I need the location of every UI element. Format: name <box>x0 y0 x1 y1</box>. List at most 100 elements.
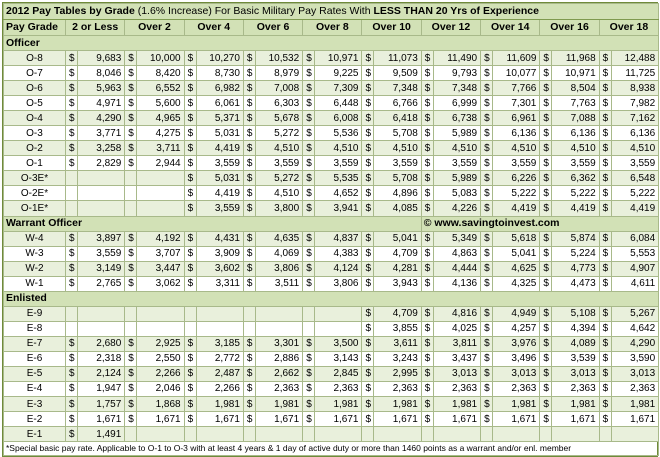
pay-value-cell: 4,226 <box>432 200 482 217</box>
currency-cell: $ <box>361 140 375 157</box>
currency-cell: $ <box>361 350 375 367</box>
currency-cell: $ <box>65 110 78 127</box>
currency-cell: $ <box>302 260 316 277</box>
currency-cell: $ <box>420 95 434 112</box>
table-row: E-5 $2,124 $2,266 $2,487 $2,662 $2,845 $2,995 $… <box>3 365 660 382</box>
currency-cell: $ <box>183 245 197 262</box>
pay-value-cell: 3,013 <box>551 365 600 382</box>
currency-cell: $ <box>302 65 316 82</box>
currency-cell: $ <box>539 185 553 202</box>
pay-value-cell <box>76 320 126 337</box>
pay-value-cell: 2,886 <box>254 350 304 367</box>
pay-value-cell: 2,995 <box>373 365 422 382</box>
currency-cell: $ <box>242 110 256 127</box>
pay-grade-cell: E-9 <box>3 305 66 322</box>
column-header-row: Pay Grade 2 or Less Over 2 Over 4 Over 6 Over… <box>3 19 660 36</box>
currency-cell: $ <box>598 200 612 217</box>
currency-cell: $ <box>242 230 256 247</box>
pay-value-cell: 5,708 <box>373 125 422 142</box>
currency-cell: $ <box>124 411 138 428</box>
currency-cell <box>361 426 375 443</box>
column-header: Over 14 <box>480 19 541 36</box>
currency-cell: $ <box>302 110 316 127</box>
currency-cell: $ <box>598 80 612 97</box>
pay-value-cell: 5,874 <box>551 230 600 247</box>
currency-cell: $ <box>539 200 553 217</box>
pay-value-cell: 1,947 <box>76 380 126 397</box>
currency-cell <box>242 426 256 443</box>
currency-cell: $ <box>420 110 434 127</box>
currency-cell <box>65 170 78 187</box>
pay-value-cell: 1,671 <box>195 411 244 428</box>
pay-value-cell: 4,816 <box>432 305 482 322</box>
currency-cell: $ <box>480 80 494 97</box>
pay-value-cell: 4,949 <box>492 305 541 322</box>
pay-value-cell: 5,536 <box>314 125 363 142</box>
column-header: Over 4 <box>183 19 244 36</box>
currency-cell: $ <box>420 200 434 217</box>
currency-cell: $ <box>598 335 612 352</box>
currency-cell: $ <box>65 49 78 67</box>
currency-cell: $ <box>65 275 78 292</box>
currency-cell: $ <box>420 365 434 382</box>
table-row: E-9 $4,709 $4,816 $4,949 $5,108 $5,267 <box>3 305 660 322</box>
currency-cell: $ <box>539 49 553 67</box>
currency-cell: $ <box>598 110 612 127</box>
pay-value-cell: 4,069 <box>254 245 304 262</box>
currency-cell: $ <box>598 230 612 247</box>
currency-cell: $ <box>65 260 78 277</box>
pay-grade-cell: W-2 <box>3 260 66 277</box>
pay-value-cell: 5,272 <box>254 125 304 142</box>
pay-value-cell: 9,683 <box>76 49 126 67</box>
pay-value-cell: 1,671 <box>432 411 482 428</box>
pay-value-cell: 5,222 <box>492 185 541 202</box>
currency-cell: $ <box>302 155 316 172</box>
pay-value-cell: 1,757 <box>76 395 126 413</box>
pay-value-cell: 4,709 <box>373 305 422 322</box>
pay-value-cell: 3,806 <box>314 275 363 292</box>
pay-value-cell: 5,349 <box>432 230 482 247</box>
currency-cell: $ <box>183 110 197 127</box>
pay-value-cell: 4,510 <box>314 140 363 157</box>
currency-cell: $ <box>302 200 316 217</box>
pay-grade-cell: O-8 <box>3 49 66 67</box>
currency-cell: $ <box>65 155 78 172</box>
currency-cell: $ <box>480 200 494 217</box>
currency-cell: $ <box>65 380 78 397</box>
currency-cell: $ <box>65 80 78 97</box>
section-row: Warrant Officer © www.savingtoinvest.com <box>3 215 660 232</box>
pay-value-cell: 6,362 <box>551 170 600 187</box>
pay-value-cell <box>373 426 422 443</box>
currency-cell: $ <box>598 170 612 187</box>
currency-cell: $ <box>242 380 256 397</box>
pay-value-cell: 5,041 <box>373 230 422 247</box>
footnote: *Special basic pay rate. Applicable to O… <box>2 441 660 457</box>
pay-value-cell: 3,437 <box>432 350 482 367</box>
currency-cell: $ <box>124 380 138 397</box>
currency-cell: $ <box>302 380 316 397</box>
table-row: W-1 $2,765 $3,062 $3,311 $3,511 $3,806 $3,943 $… <box>3 275 660 292</box>
pay-value-cell: 2,046 <box>136 380 185 397</box>
pay-value-cell: 3,909 <box>195 245 244 262</box>
pay-value-cell: 8,504 <box>551 80 600 97</box>
currency-cell: $ <box>598 260 612 277</box>
currency-cell: $ <box>420 140 434 157</box>
pay-value-cell: 3,500 <box>314 335 363 352</box>
pay-value-cell: 4,635 <box>254 230 304 247</box>
pay-value-cell: 4,965 <box>136 110 185 127</box>
pay-value-cell: 2,363 <box>551 380 600 397</box>
currency-cell: $ <box>124 155 138 172</box>
currency-cell: $ <box>598 365 612 382</box>
pay-value-cell: 1,981 <box>195 395 244 413</box>
pay-value-cell: 3,590 <box>610 350 660 367</box>
currency-cell: $ <box>302 275 316 292</box>
pay-value-cell: 3,559 <box>314 155 363 172</box>
currency-cell: $ <box>420 395 434 413</box>
pay-value-cell: 3,301 <box>254 335 304 352</box>
pay-value-cell: 2,363 <box>254 380 304 397</box>
pay-value-cell: 6,136 <box>492 125 541 142</box>
pay-grade-cell: E-2 <box>3 411 66 428</box>
currency-cell: $ <box>65 411 78 428</box>
currency-cell <box>183 426 197 443</box>
pay-value-cell: 7,348 <box>432 80 482 97</box>
